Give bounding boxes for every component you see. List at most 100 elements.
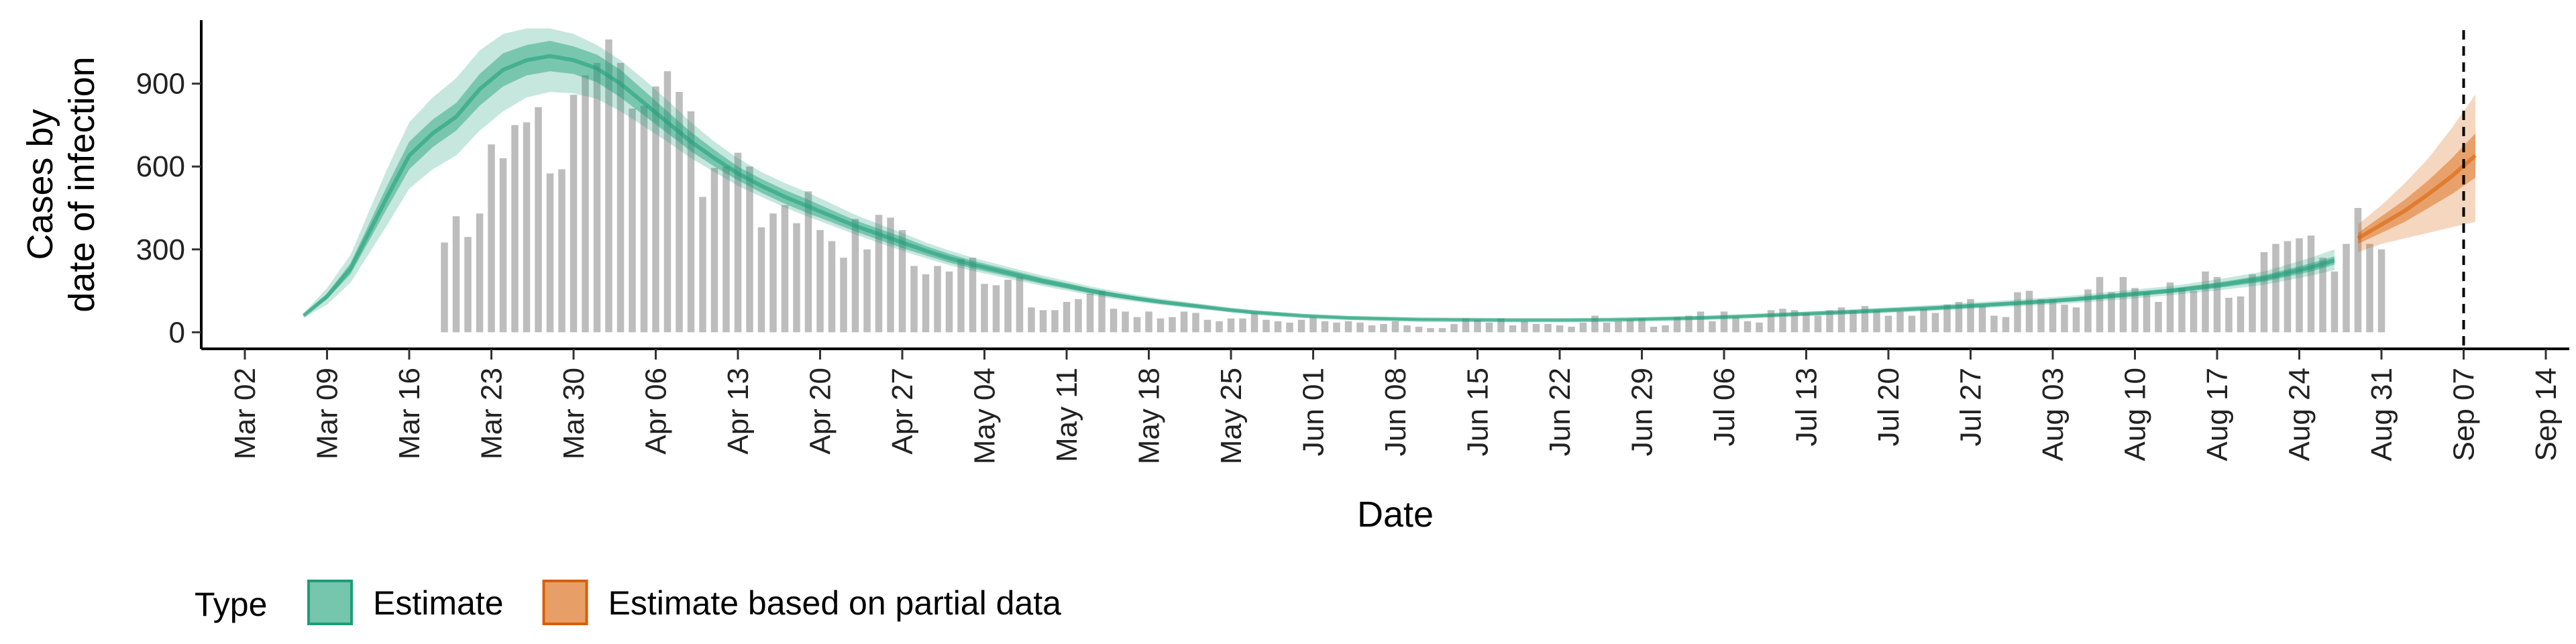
- case-bar: [1884, 315, 1892, 333]
- x-tick-label: May 04: [969, 368, 1002, 464]
- case-bar: [1955, 302, 1963, 333]
- case-bar: [676, 92, 683, 333]
- case-bar: [452, 216, 460, 333]
- case-bar: [769, 213, 777, 333]
- case-bar: [1403, 325, 1411, 333]
- case-bar: [1485, 322, 1493, 333]
- x-tick-label: Jun 08: [1379, 368, 1412, 456]
- case-bar: [1990, 315, 1998, 333]
- x-tick-label: Jul 20: [1872, 368, 1905, 446]
- case-bar: [582, 75, 589, 333]
- y-axis-title-line: date of infection: [62, 56, 102, 312]
- case-bar: [1380, 323, 1387, 333]
- case-bar: [969, 258, 977, 333]
- case-bar: [1908, 315, 1916, 333]
- case-bar: [2296, 238, 2303, 333]
- estimate-based-on-partial-data-median-line: [2357, 154, 2477, 240]
- x-tick-label: Apr 20: [804, 368, 837, 455]
- case-bar: [1826, 310, 1833, 333]
- case-bar: [1978, 306, 1986, 333]
- y-axis-title-line: Cases by: [20, 109, 60, 260]
- case-bar: [781, 205, 789, 333]
- case-bar: [1356, 322, 1364, 333]
- y-tick-label: 300: [136, 233, 185, 266]
- case-bar: [1250, 313, 1258, 333]
- case-bar: [1603, 322, 1611, 333]
- case-bar: [1896, 311, 1904, 333]
- case-bar: [1098, 290, 1106, 333]
- x-tick-label: Apr 13: [722, 368, 755, 455]
- case-bar: [1145, 311, 1152, 333]
- case-bar: [1837, 307, 1845, 333]
- case-bar: [2096, 276, 2104, 333]
- case-bar: [1673, 317, 1681, 333]
- case-bar: [2025, 290, 2033, 333]
- case-bar: [629, 108, 636, 333]
- case-bar: [1180, 311, 1188, 333]
- case-bar: [2319, 258, 2326, 333]
- case-bar: [2213, 276, 2221, 333]
- case-bar: [616, 62, 625, 333]
- case-bar: [523, 122, 531, 333]
- case-bar: [441, 242, 448, 333]
- case-bar: [2343, 244, 2350, 333]
- case-bar: [1943, 305, 1951, 333]
- case-bar: [2131, 288, 2139, 333]
- case-bar: [2014, 292, 2021, 333]
- case-bar: [1203, 319, 1212, 333]
- x-tick-label: Jul 06: [1708, 368, 1741, 446]
- case-bar: [2072, 307, 2080, 333]
- x-tick-label: Apr 27: [886, 368, 919, 455]
- x-tick-label: Mar 09: [311, 368, 344, 460]
- case-bar: [1321, 321, 1329, 333]
- case-bar: [828, 241, 836, 333]
- case-bar: [663, 71, 672, 333]
- case-bar: [875, 215, 883, 333]
- x-tick-label: Aug 03: [2037, 368, 2070, 461]
- case-bar: [640, 105, 648, 333]
- case-bar: [734, 152, 742, 333]
- case-bar: [1591, 315, 1599, 333]
- case-bar: [1544, 323, 1552, 333]
- case-bar: [851, 219, 859, 333]
- case-bar: [1157, 318, 1165, 333]
- case-bar: [2049, 299, 2057, 333]
- case-bar: [2084, 289, 2092, 333]
- case-bar: [1075, 299, 1082, 333]
- case-bar: [558, 169, 566, 333]
- case-bar: [1263, 319, 1270, 333]
- case-bar: [546, 173, 554, 333]
- case-bar: [2037, 299, 2045, 333]
- case-bar: [1509, 325, 1517, 333]
- case-bar: [816, 229, 824, 333]
- case-bar: [1931, 313, 1939, 333]
- case-bar: [1709, 321, 1716, 333]
- case-bar: [1333, 322, 1340, 333]
- case-bar: [1743, 321, 1752, 333]
- legend-title: Type: [195, 586, 267, 623]
- case-bar: [1920, 309, 1927, 333]
- case-bar: [1368, 325, 1376, 333]
- case-bar: [511, 125, 519, 333]
- case-bar: [934, 266, 941, 333]
- case-bar: [992, 285, 1000, 333]
- y-axis-title: Cases by date of infection: [20, 56, 102, 312]
- x-tick-label: May 25: [1215, 368, 1248, 464]
- bars-layer: [441, 39, 2385, 333]
- case-bar: [2354, 208, 2362, 333]
- x-tick-label: Aug 17: [2201, 368, 2234, 461]
- case-bar: [2237, 296, 2245, 333]
- case-bar: [2260, 252, 2268, 333]
- legend-swatch: [542, 580, 588, 625]
- case-bar: [535, 107, 542, 333]
- x-tick-label: Aug 31: [2365, 368, 2398, 461]
- case-bar: [945, 271, 953, 333]
- case-bar: [1122, 311, 1129, 333]
- case-bar: [488, 144, 495, 333]
- case-bar: [2284, 241, 2292, 333]
- case-bar: [1615, 321, 1622, 333]
- case-bar: [1051, 310, 1059, 333]
- case-bar: [1732, 317, 1739, 333]
- case-bar: [652, 86, 659, 333]
